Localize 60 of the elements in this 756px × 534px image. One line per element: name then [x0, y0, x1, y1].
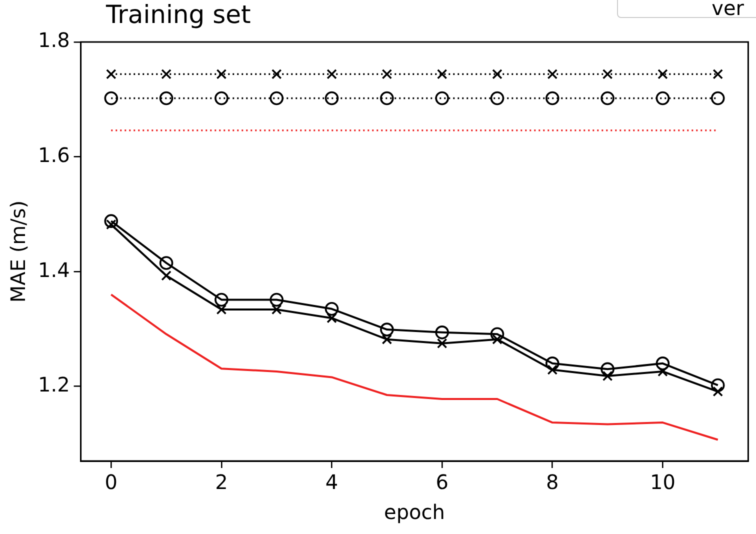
- y-axis-title: MAE (m/s): [6, 200, 30, 303]
- y-tick-label: 1.4: [38, 258, 70, 282]
- point: [270, 91, 284, 106]
- text: ver: [617, 0, 756, 20]
- point: [271, 69, 282, 80]
- point: [656, 91, 670, 106]
- point: [161, 270, 172, 281]
- point: [216, 69, 227, 80]
- x-tick-label: 6: [436, 470, 448, 494]
- x-tick-label: 8: [546, 470, 559, 494]
- point: [104, 214, 118, 228]
- point: [216, 304, 227, 315]
- x-tick-label: 0: [104, 470, 118, 494]
- point: [656, 356, 670, 370]
- point: [436, 338, 448, 348]
- point: [658, 69, 668, 80]
- point: [380, 91, 394, 106]
- point: [382, 334, 392, 344]
- point: [436, 69, 448, 80]
- point: [490, 91, 504, 106]
- point: [712, 69, 724, 80]
- x-tick-label: 10: [650, 470, 676, 494]
- y-tick-label: 1.2: [38, 372, 70, 397]
- point: [270, 292, 284, 307]
- point: [271, 304, 282, 315]
- point: [326, 69, 337, 80]
- point: [159, 91, 174, 106]
- x-axis-title: epoch: [384, 500, 445, 524]
- point: [602, 69, 613, 80]
- x-tick-label: 4: [325, 470, 338, 494]
- point: [380, 322, 394, 336]
- point: [326, 312, 337, 324]
- point: [545, 91, 560, 106]
- point: [159, 256, 174, 270]
- point: [600, 362, 614, 376]
- point: [161, 69, 172, 80]
- point: [435, 91, 449, 106]
- point: [435, 326, 449, 340]
- point: [712, 386, 724, 397]
- point: [214, 91, 228, 106]
- point: [710, 91, 725, 106]
- point: [324, 302, 339, 316]
- chart-title: Training set: [106, 0, 251, 30]
- point: [106, 69, 116, 80]
- point: [545, 356, 560, 370]
- point: [490, 327, 504, 342]
- point: [600, 91, 614, 106]
- point: [104, 91, 118, 106]
- point: [492, 69, 502, 80]
- point: [658, 366, 668, 377]
- point: [214, 292, 228, 307]
- point: [324, 91, 339, 106]
- point: [602, 370, 613, 382]
- point: [547, 364, 558, 375]
- y-tick-label: 1.8: [38, 28, 70, 52]
- point: [382, 69, 392, 80]
- y-tick-label: 1.6: [38, 143, 70, 167]
- point: [547, 69, 558, 80]
- x-tick-label: 2: [215, 470, 228, 494]
- point: [710, 378, 725, 392]
